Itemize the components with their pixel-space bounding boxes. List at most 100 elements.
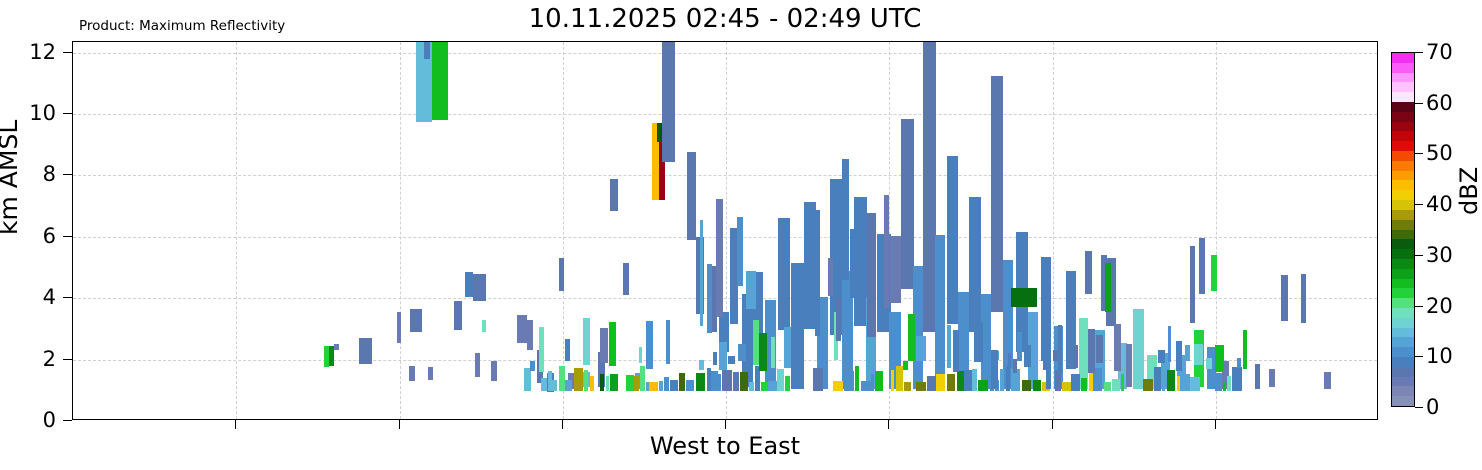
colorbar-tick-mark	[1415, 407, 1423, 408]
radar-echo-column	[901, 118, 915, 290]
colorbar-segment	[1392, 238, 1414, 250]
y-tick-mark	[63, 420, 72, 421]
radar-echo-column	[1120, 374, 1125, 391]
radar-echo-column	[934, 235, 946, 389]
radar-echo-column	[695, 236, 704, 314]
radar-echo-column	[871, 374, 875, 391]
radar-echo-column	[1113, 323, 1122, 372]
radar-echo-column	[946, 374, 955, 391]
radar-echo-column	[1078, 318, 1088, 389]
x-tick-mark	[1214, 420, 1216, 429]
y-tick-mark	[63, 358, 72, 360]
radar-echo-column	[1146, 355, 1157, 389]
radar-echo-column	[907, 314, 915, 362]
radar-echo-column	[686, 152, 696, 240]
radar-echo-column	[639, 346, 643, 364]
radar-echo-column	[727, 356, 735, 364]
radar-echo-column	[564, 379, 573, 391]
x-tick-mark	[888, 420, 890, 429]
radar-echo-column	[1180, 374, 1190, 391]
radar-echo-column	[424, 42, 430, 59]
colorbar-segment	[1392, 199, 1414, 210]
radar-echo-column	[1222, 361, 1229, 389]
radar-echo-column	[1133, 308, 1144, 389]
radar-echo-column	[1157, 349, 1165, 363]
gridline-vertical	[1215, 42, 1217, 419]
radar-echo-column	[323, 345, 329, 368]
radar-echo-column	[706, 263, 713, 334]
colorbar-segment	[1392, 267, 1414, 279]
radar-echo-column	[1093, 368, 1103, 391]
radar-echo-column	[1111, 378, 1121, 391]
radar-echo-column	[912, 266, 924, 389]
radar-echo-column	[833, 381, 843, 391]
radar-echo-column	[814, 209, 821, 336]
radar-echo-column	[1008, 352, 1012, 369]
radar-echo-column	[936, 374, 946, 391]
radar-echo-column	[956, 371, 964, 391]
radar-echo-column	[666, 320, 671, 364]
y-tick-mark	[63, 51, 72, 53]
colorbar-segment	[1392, 169, 1414, 181]
colorbar-segment	[1392, 209, 1414, 220]
radar-echo-column	[679, 372, 686, 391]
colorbar-segment	[1392, 150, 1414, 161]
radar-echo-column	[523, 367, 531, 391]
radar-echo-column	[1300, 273, 1306, 323]
radar-echo-column	[1176, 355, 1186, 389]
radar-echo-column	[359, 338, 373, 365]
radar-echo-column	[716, 198, 723, 317]
x-tick-mark	[235, 420, 237, 429]
radar-echo-column	[589, 376, 595, 391]
y-tick-label: 0	[42, 408, 56, 432]
radar-echo-column	[927, 376, 936, 391]
colorbar-tick-label: 10	[1426, 344, 1453, 369]
radar-echo-column	[558, 258, 565, 291]
y-tick-label: 12	[29, 39, 56, 64]
colorbar-segment	[1392, 130, 1414, 142]
radar-echo-column	[1214, 372, 1223, 391]
radar-echo-column	[991, 350, 998, 389]
radar-echo-column	[530, 360, 535, 372]
radar-echo-column	[827, 257, 834, 296]
radar-echo-column	[1002, 259, 1014, 389]
colorbar-tick-mark	[1415, 153, 1423, 155]
radar-echo-column	[1205, 357, 1213, 369]
radar-echo-column	[745, 271, 757, 309]
colorbar-segment	[1392, 326, 1414, 338]
colorbar-segment	[1392, 375, 1414, 387]
radar-echo-column	[804, 201, 817, 329]
radar-echo-column	[1074, 345, 1078, 369]
product-annotation: Product: Maximum Reflectivity	[79, 18, 286, 34]
colorbar-tick-label: 0	[1426, 395, 1440, 419]
colorbar-tick-label: 60	[1426, 90, 1453, 115]
radar-echo-column	[686, 379, 695, 391]
radar-echo-column	[1081, 378, 1087, 391]
radar-echo-column	[1162, 379, 1166, 391]
radar-echo-column	[923, 42, 937, 332]
radar-echo-column	[599, 328, 609, 363]
radar-echo-column	[784, 376, 790, 391]
radar-echo-column	[972, 369, 977, 391]
radar-echo-column	[813, 368, 823, 391]
radar-echo-column	[1027, 312, 1039, 389]
radar-echo-column	[953, 329, 959, 372]
plot-area	[72, 41, 1378, 420]
colorbar-segment	[1392, 101, 1414, 112]
gridline-vertical	[726, 42, 727, 419]
radar-echo-column	[699, 219, 704, 327]
radar-echo-column	[1065, 270, 1076, 369]
radar-echo-column	[1005, 366, 1010, 391]
radar-echo-column	[1117, 342, 1127, 389]
radar-echo-column	[609, 374, 618, 391]
radar-echo-column	[645, 382, 649, 391]
radar-echo-column	[784, 326, 792, 368]
radar-echo-column	[1012, 359, 1017, 373]
gridline-horizontal	[73, 236, 1377, 238]
radar-echo-column	[1177, 376, 1181, 391]
y-tick-mark	[63, 297, 72, 299]
radar-echo-column	[767, 380, 778, 391]
radar-echo-column	[1154, 367, 1162, 391]
radar-echo-column	[718, 341, 727, 371]
